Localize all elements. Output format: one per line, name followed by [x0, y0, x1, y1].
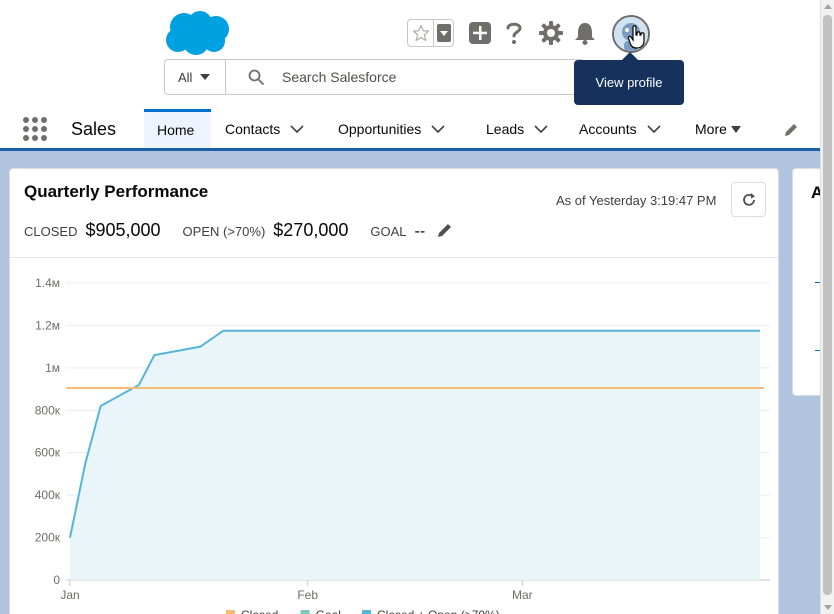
chevron-down-icon — [436, 24, 451, 42]
edit-goal-pencil-icon[interactable] — [437, 222, 453, 238]
tab-more[interactable]: More — [695, 110, 741, 148]
page-scrollbar[interactable] — [820, 0, 834, 614]
performance-metrics: CLOSED $905,000 OPEN (>70%) $270,000 GOA… — [24, 220, 453, 241]
series-area — [70, 330, 760, 580]
chevron-down-icon — [200, 74, 211, 80]
user-avatar[interactable] — [612, 15, 650, 53]
legend-label: Closed + Open (>70%) — [377, 608, 500, 614]
favorites-group — [407, 19, 454, 47]
legend-swatch — [300, 610, 310, 614]
tab-label: Contacts — [225, 121, 281, 137]
y-tick-label: 400к — [35, 488, 61, 502]
chevron-down-icon[interactable] — [534, 122, 548, 136]
app-nav-bar: Sales Home Contacts Opportunities Leads … — [0, 108, 820, 151]
x-tick-label: Feb — [297, 588, 318, 602]
scroll-down-arrow-icon[interactable] — [824, 605, 832, 610]
scroll-up-arrow-icon[interactable] — [824, 4, 832, 9]
y-tick-label: 1.2м — [35, 318, 60, 332]
setup-button[interactable] — [539, 21, 563, 45]
chevron-down-icon[interactable] — [647, 122, 661, 136]
x-tick-label: Mar — [512, 588, 533, 602]
tab-label: Leads — [486, 121, 525, 137]
series-line — [69, 329, 760, 538]
card-divider — [10, 257, 778, 258]
tab-label: More — [695, 121, 727, 137]
tab-opportunities[interactable]: Opportunities — [338, 110, 445, 148]
global-actions-button[interactable] — [468, 21, 492, 45]
search-scope-label: All — [178, 69, 193, 85]
notification-bell-icon — [575, 23, 595, 45]
salesforce-logo[interactable] — [164, 10, 230, 56]
edit-nav-pencil-icon[interactable] — [783, 122, 799, 138]
tab-label: Opportunities — [338, 121, 422, 137]
closed-label: CLOSED — [24, 224, 78, 239]
tab-label: Home — [157, 122, 195, 138]
y-tick-label: 200к — [35, 531, 61, 545]
goal-label: GOAL — [370, 224, 407, 239]
global-search: All — [164, 59, 584, 95]
notifications-button[interactable] — [573, 21, 597, 45]
as-of-timestamp: As of Yesterday 3:19:47 PM — [556, 193, 717, 208]
tab-accounts[interactable]: Accounts — [579, 110, 661, 148]
y-tick-label: 800к — [35, 403, 61, 417]
app-launcher-icon[interactable] — [23, 117, 47, 141]
open-value: $270,000 — [273, 220, 349, 240]
legend-swatch — [226, 610, 235, 614]
side-card-title: A — [811, 183, 821, 203]
hand-cursor-icon — [628, 25, 645, 49]
y-tick-label: 1.4м — [35, 276, 60, 290]
app-name: Sales — [71, 119, 117, 139]
open-label: OPEN (>70%) — [182, 224, 266, 239]
x-tick-label: Jan — [60, 588, 79, 602]
y-tick-label: 600к — [35, 446, 61, 460]
quarterly-performance-chart: 0 200к 400к 600к 800к 1м 1.2м 1.4м Jan Feb Mar Clos… — [35, 276, 770, 614]
refresh-button[interactable] — [731, 182, 766, 217]
star-icon — [412, 24, 429, 42]
help-button[interactable] — [502, 21, 526, 45]
chevron-down-icon — [730, 125, 741, 133]
refresh-icon — [742, 192, 755, 206]
legend-label: Goal — [316, 608, 341, 614]
chevron-down-icon[interactable] — [290, 122, 304, 136]
legend-swatch — [362, 610, 371, 614]
tab-home[interactable]: Home — [144, 109, 211, 148]
side-card-link[interactable] — [815, 267, 821, 283]
tab-contacts[interactable]: Contacts — [225, 110, 304, 148]
search-scope-dropdown[interactable]: All — [165, 60, 226, 94]
favorites-menu-button[interactable] — [434, 20, 453, 46]
global-header: All — [0, 0, 820, 108]
favorite-button[interactable] — [408, 20, 434, 46]
setup-gear-icon — [539, 21, 563, 45]
help-icon — [506, 22, 522, 44]
y-tick-label: 1м — [45, 361, 60, 375]
chevron-down-icon[interactable] — [431, 122, 445, 136]
closed-value: $905,000 — [85, 220, 161, 240]
quarterly-performance-card: Quarterly Performance As of Yesterday 3:… — [9, 168, 779, 614]
search-input[interactable] — [282, 67, 572, 87]
scrollbar-thumb[interactable] — [823, 15, 832, 595]
y-tick-label: 0 — [53, 573, 60, 587]
view-profile-tooltip: View profile — [574, 52, 684, 105]
card-title: Quarterly Performance — [24, 182, 209, 201]
side-card-link[interactable] — [815, 341, 821, 351]
tab-label: Accounts — [579, 121, 637, 137]
goal-value: -- — [414, 223, 426, 240]
tab-leads[interactable]: Leads — [486, 110, 548, 148]
add-icon — [469, 22, 491, 44]
legend-label: Closed — [241, 608, 278, 614]
search-icon — [248, 69, 264, 85]
assistant-card: A — [792, 168, 822, 396]
